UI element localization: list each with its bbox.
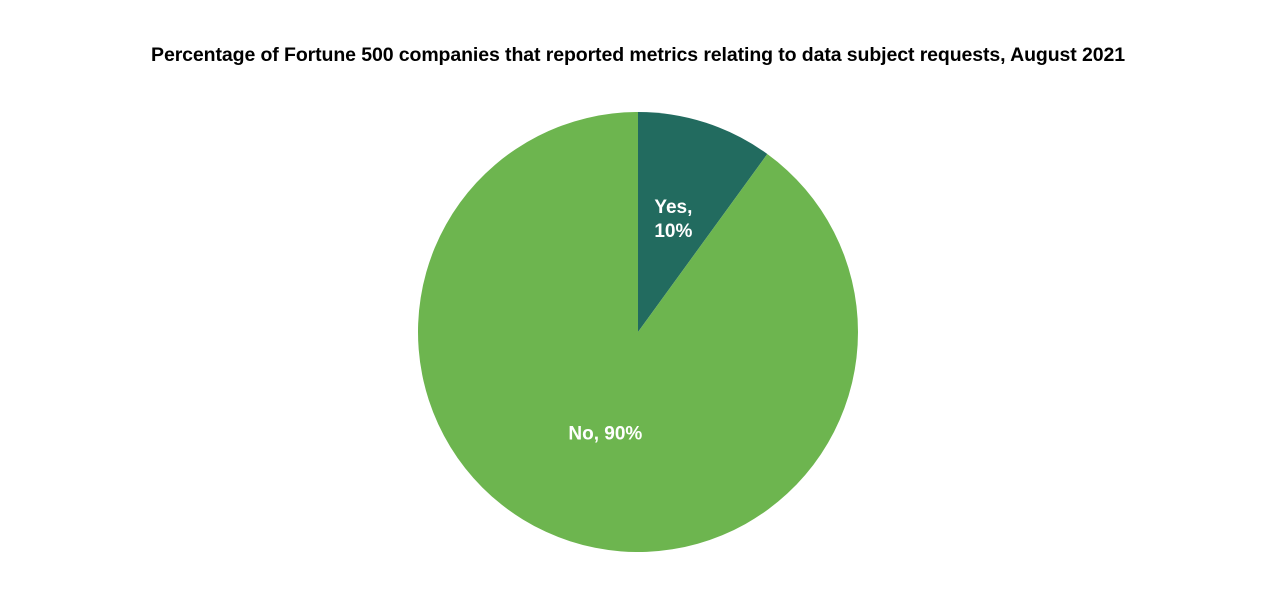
pie-slice-no — [417, 112, 858, 552]
pie-labels: Yes, 10% No, 90% — [568, 197, 692, 444]
pie-slices — [417, 112, 858, 552]
slice-label-yes: Yes, 10% — [654, 197, 692, 242]
slice-label-no: No, 90% — [568, 423, 642, 444]
chart-title: Percentage of Fortune 500 companies that… — [151, 44, 1125, 66]
pie-slice-yes — [638, 112, 768, 332]
